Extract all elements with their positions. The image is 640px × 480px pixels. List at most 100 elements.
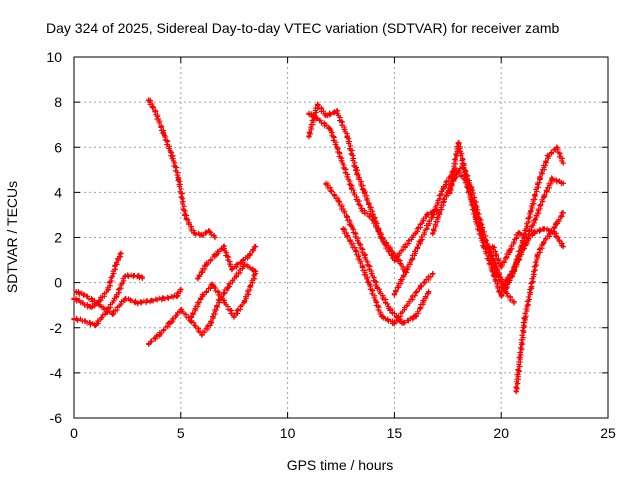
- data-point: [139, 275, 145, 281]
- data-point: [161, 131, 167, 137]
- data-point: [88, 304, 94, 311]
- data-point: [238, 259, 244, 265]
- data-point: [212, 252, 218, 259]
- series-track-9: [306, 110, 440, 263]
- data-point: [220, 243, 227, 250]
- data-point: [122, 295, 128, 302]
- data-point: [391, 291, 397, 297]
- x-tick-label: 15: [387, 425, 403, 441]
- y-tick-label: -2: [50, 320, 63, 336]
- data-point: [413, 230, 419, 236]
- data-point: [560, 210, 566, 216]
- data-point: [114, 293, 120, 299]
- data-point: [560, 160, 566, 166]
- data-point: [118, 250, 124, 256]
- data-point: [167, 320, 173, 326]
- data-point: [402, 243, 408, 250]
- data-point: [114, 259, 120, 265]
- data-point: [447, 189, 453, 195]
- data-point: [507, 248, 513, 254]
- data-point: [148, 298, 154, 304]
- data-point: [532, 216, 538, 223]
- data-point: [220, 298, 227, 304]
- x-tick-label: 20: [493, 425, 509, 441]
- data-point: [353, 248, 359, 254]
- data-point: [464, 178, 470, 184]
- data-point: [340, 225, 346, 232]
- chart-title: Day 324 of 2025, Sidereal Day-to-day VTE…: [46, 20, 559, 36]
- data-point: [515, 230, 521, 236]
- data-point: [541, 194, 547, 200]
- series-track-5: [146, 261, 259, 347]
- data-point: [191, 230, 197, 236]
- data-point: [182, 212, 188, 218]
- data-point: [82, 318, 88, 324]
- data-point: [246, 252, 252, 259]
- data-point: [413, 313, 419, 320]
- data-point: [317, 117, 323, 123]
- data-point: [472, 216, 479, 223]
- data-point: [188, 313, 195, 320]
- data-point: [509, 271, 515, 277]
- series-track-16: [490, 175, 566, 270]
- data-point: [537, 176, 543, 182]
- x-tick-label: 0: [70, 425, 78, 441]
- data-point: [349, 185, 355, 191]
- data-point: [252, 271, 259, 277]
- series-track-2: [71, 272, 145, 329]
- series-track-7: [188, 271, 259, 320]
- data-point: [152, 108, 158, 114]
- data-point: [417, 284, 423, 290]
- y-tick-label: 2: [54, 230, 62, 246]
- data-point: [176, 176, 182, 182]
- y-tick-label: 0: [54, 275, 62, 291]
- data-point: [549, 176, 556, 182]
- x-tick-label: 25: [600, 425, 616, 441]
- data-point: [513, 388, 519, 394]
- data-point: [252, 243, 259, 250]
- data-point: [560, 243, 566, 250]
- data-point: [511, 300, 517, 306]
- data-point: [199, 331, 205, 338]
- x-axis-label: GPS time / hours: [287, 457, 394, 473]
- data-point: [135, 273, 141, 279]
- data-point: [378, 313, 385, 320]
- data-point: [79, 300, 86, 306]
- series-track-4: [146, 97, 218, 241]
- data-point: [430, 230, 436, 236]
- data-point: [391, 320, 397, 326]
- data-point: [161, 295, 167, 302]
- data-point: [541, 239, 547, 245]
- data-point: [199, 293, 205, 299]
- data-point: [440, 198, 447, 204]
- data-point: [400, 320, 406, 326]
- data-point: [231, 313, 237, 320]
- data-point: [353, 167, 359, 173]
- data-point: [490, 268, 496, 274]
- data-point: [430, 212, 436, 218]
- data-point: [361, 189, 368, 195]
- data-point: [97, 298, 103, 304]
- data-point: [370, 212, 376, 218]
- data-point: [361, 252, 368, 259]
- data-point: [71, 295, 77, 302]
- data-point: [381, 239, 387, 245]
- data-point: [135, 300, 141, 306]
- data-point: [455, 140, 462, 146]
- data-point: [173, 293, 180, 299]
- data-point: [199, 232, 205, 238]
- data-point: [178, 286, 184, 292]
- data-point: [370, 216, 376, 223]
- series-track-17: [513, 210, 566, 395]
- y-tick-label: 8: [54, 94, 62, 110]
- y-tick-label: -4: [50, 365, 63, 381]
- data-point: [530, 230, 536, 236]
- data-point: [122, 273, 128, 279]
- data-point: [344, 133, 351, 139]
- data-point: [338, 155, 344, 162]
- data-point: [423, 212, 430, 218]
- y-axis-label: SDTVAR / TECUs: [4, 181, 20, 293]
- data-point: [430, 271, 436, 277]
- x-tick-label: 10: [280, 425, 296, 441]
